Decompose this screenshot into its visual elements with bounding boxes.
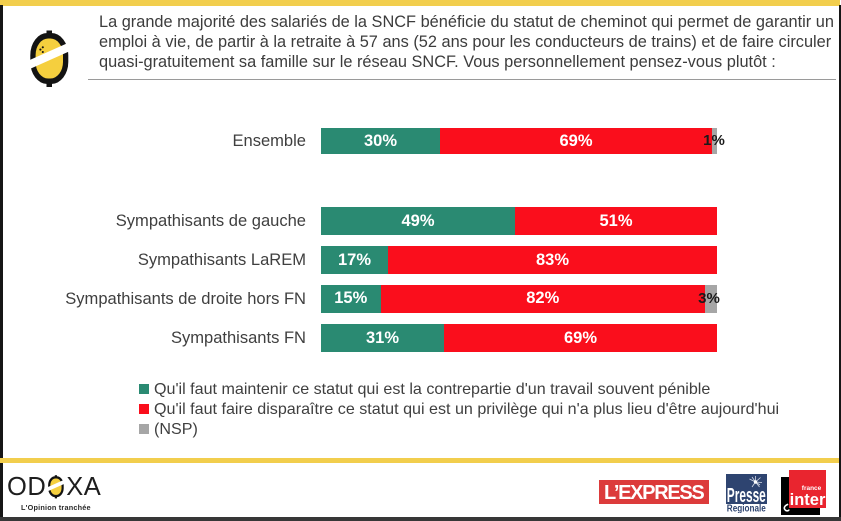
svg-text:Presse: Presse [727,484,766,504]
svg-text:Regionale: Regionale [727,503,766,512]
